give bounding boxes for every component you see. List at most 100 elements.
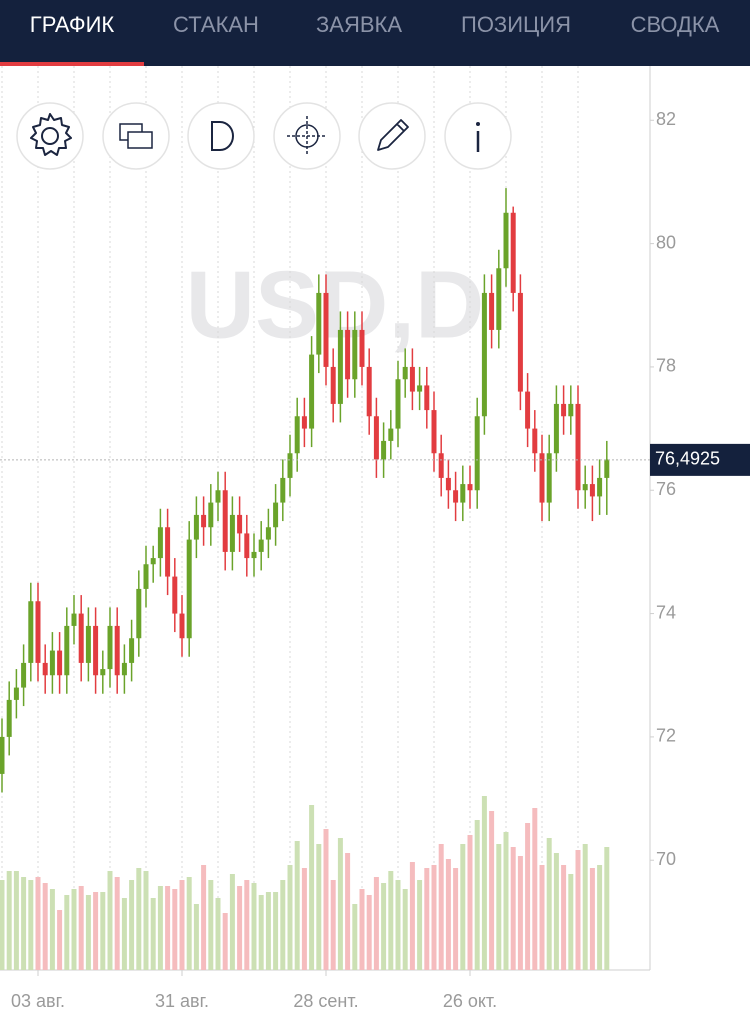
volume-bar [208, 880, 214, 970]
candle-body [553, 403, 559, 454]
volume-bar [337, 838, 343, 970]
candle-body [539, 453, 545, 503]
indicator-button[interactable] [187, 102, 255, 170]
candle-body [561, 403, 567, 417]
tab[interactable]: ПОЗИЦИЯ [461, 12, 571, 37]
active-tab-indicator [0, 62, 144, 66]
candle-body [345, 329, 351, 380]
y-tick-label: 72 [656, 726, 676, 746]
candle-body [395, 379, 401, 429]
tab[interactable]: СТАКАН [173, 12, 259, 37]
y-tick-label: 76 [656, 479, 676, 499]
volume-bar [395, 880, 401, 970]
volume-bar [309, 805, 315, 970]
volume-bar [366, 895, 372, 970]
candle-body [71, 613, 77, 626]
candle-body [381, 440, 387, 460]
candle-body [150, 558, 156, 565]
volume-bar [294, 841, 300, 970]
volume-bar [445, 859, 451, 970]
volume-bar [71, 889, 77, 970]
candle-body [186, 539, 192, 639]
tab[interactable]: ЗАЯВКА [316, 12, 402, 37]
candle-body [525, 391, 531, 429]
candle-body [316, 292, 322, 355]
candle-body [157, 527, 163, 559]
tab-bar [0, 0, 750, 66]
candle-body [121, 662, 127, 676]
candle-body [489, 292, 495, 330]
candle-body [208, 502, 214, 528]
candle-body [474, 416, 480, 491]
candle-body [388, 428, 394, 441]
candle-body [136, 588, 142, 639]
volume-bar [546, 838, 552, 970]
candle-body [287, 453, 293, 478]
candle-body [467, 484, 473, 491]
volume-bar [496, 844, 502, 970]
candle-body [604, 459, 610, 478]
volume-bar [597, 865, 603, 970]
volume-bar [0, 880, 5, 970]
volume-bar [510, 847, 516, 970]
volume-bar [215, 898, 221, 970]
candle-body [510, 212, 516, 293]
volume-bar [330, 880, 336, 970]
volume-bar [201, 865, 207, 970]
candle-body [323, 292, 329, 367]
volume-bar [114, 877, 120, 970]
volume-bar [460, 844, 466, 970]
volume-bar [93, 892, 99, 970]
volume-bar [604, 847, 610, 970]
volume-bar [316, 844, 322, 970]
layers-button[interactable] [102, 102, 170, 170]
draw-button[interactable] [358, 102, 426, 170]
volume-bar [136, 868, 142, 970]
volume-bar [381, 883, 387, 970]
volume-bar [489, 811, 495, 970]
candle-body [107, 625, 113, 670]
volume-bar [517, 856, 523, 970]
candle-body [13, 687, 19, 700]
candle-body [503, 212, 509, 269]
info-button[interactable] [444, 102, 512, 170]
volume-bar [453, 868, 459, 970]
y-tick-label: 74 [656, 602, 676, 622]
candle-body [568, 403, 574, 417]
candle-body [453, 490, 459, 503]
candle-body [532, 428, 538, 454]
volume-bar [287, 865, 293, 970]
settings-button[interactable] [16, 102, 84, 170]
volume-bar [359, 889, 365, 970]
volume-bar [237, 886, 243, 970]
candle-body [352, 329, 358, 380]
volume-bar [481, 796, 487, 970]
candle-body [359, 329, 365, 367]
candle-body [179, 613, 185, 639]
volume-bar [229, 874, 235, 970]
volume-bar [553, 853, 559, 970]
candle-body [337, 329, 343, 404]
candle-body [172, 576, 178, 614]
volume-bar [345, 853, 351, 970]
crosshair-button[interactable] [273, 102, 341, 170]
candle-body [222, 490, 228, 552]
current-price-box [650, 443, 750, 476]
candle-body [402, 366, 408, 380]
y-tick-label: 82 [656, 109, 676, 129]
tab[interactable]: ГРАФИК [30, 12, 115, 37]
volume-bar [532, 808, 538, 970]
candle-body [78, 613, 84, 663]
volume-bar [64, 895, 70, 970]
volume-bar [129, 880, 135, 970]
candle-body [114, 625, 120, 676]
candle-body [215, 490, 221, 503]
volume-bar [258, 895, 264, 970]
current-price-label: 76,4925 [655, 449, 720, 469]
volume-bar [373, 877, 379, 970]
candle-body [417, 385, 423, 392]
volume-bar [78, 886, 84, 970]
candle-body [546, 453, 552, 503]
tab[interactable]: СВОДКА [631, 12, 720, 37]
